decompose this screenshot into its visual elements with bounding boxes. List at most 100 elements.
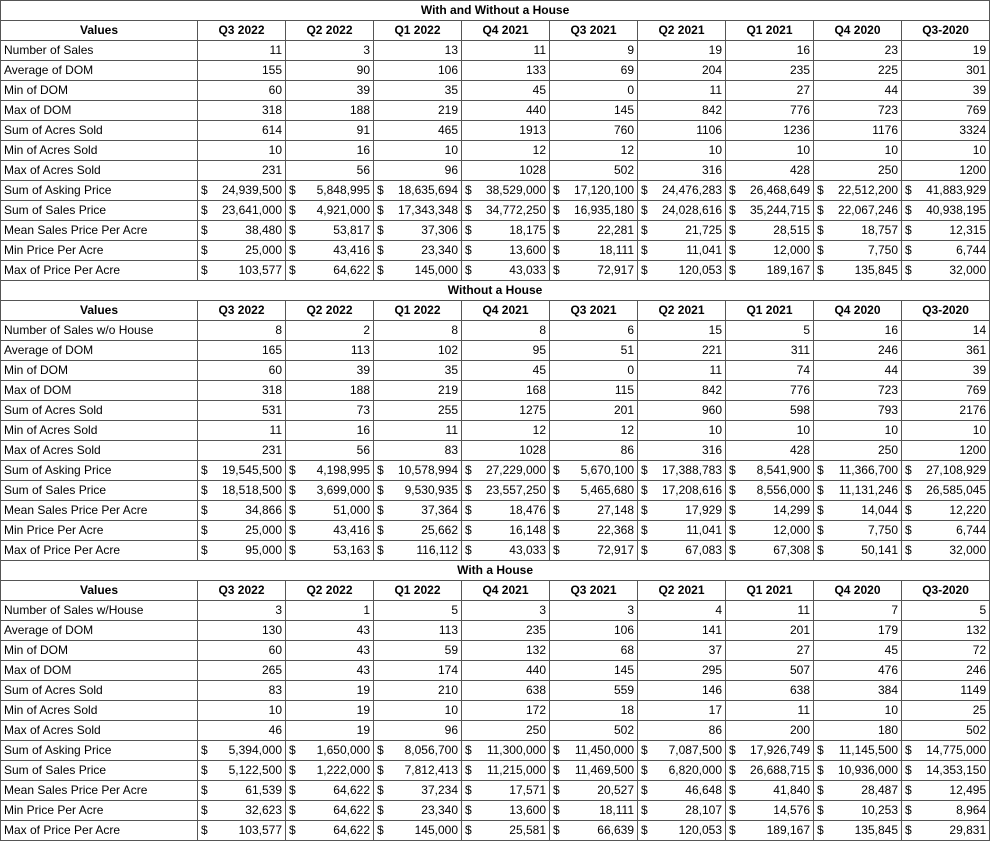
cell-value: 28,487 [861,783,898,797]
cell-value: 7,087,500 [668,743,722,757]
data-cell: 106 [373,60,462,81]
data-cell: $12,315 [900,220,990,241]
cell-value: 43 [356,663,370,677]
data-cell: 19 [637,40,726,61]
cell-value: 311 [790,343,810,357]
data-row: Number of Sales 11 3 13 11 9 19 16 23 19 [0,40,990,61]
data-cell: 15 [637,320,726,341]
data-row: Number of Sales w/o House 8 2 8 8 6 15 5 16 14 [0,320,990,341]
currency-sign: $ [289,183,296,197]
column-header: Q3 2022 [197,300,286,321]
data-cell: 476 [813,660,902,681]
data-cell: $37,234 [373,780,462,801]
data-cell: 235 [725,60,814,81]
data-cell: 428 [725,440,814,461]
cell-value: 793 [877,403,898,417]
cell-value: 17,388,783 [661,463,722,477]
data-cell: 145 [549,660,638,681]
currency-sign: $ [465,463,472,477]
row-label: Mean Sales Price Per Acre [0,500,198,521]
data-cell: 60 [197,80,286,101]
data-cell: 793 [813,400,902,421]
data-cell: $8,541,900 [725,460,814,481]
cell-value: 11 [533,43,546,57]
currency-sign: $ [465,503,472,517]
data-cell: 141 [637,620,726,641]
data-cell: 1028 [461,440,550,461]
data-cell: 316 [637,160,726,181]
data-cell: 723 [813,100,902,121]
data-cell: 132 [461,640,550,661]
cell-value: 43,416 [333,523,370,537]
currency-sign: $ [289,223,296,237]
cell-value: 120,053 [678,823,722,837]
cell-value: 8 [275,323,282,337]
data-row: Min of Acres Sold 11 16 11 12 12 10 10 10 10 [0,420,990,441]
column-header: Q2 2021 [637,300,726,321]
data-cell: $25,581 [461,820,550,841]
cell-value: 25,000 [245,523,282,537]
row-label: Average of DOM [0,60,198,81]
cell-value: 14,299 [773,503,810,517]
cell-value: 90 [356,63,370,77]
data-cell: 776 [725,380,814,401]
data-cell: 188 [285,100,374,121]
data-cell: $120,053 [637,820,726,841]
data-cell: 250 [813,160,902,181]
cell-value: 165 [261,343,282,357]
data-row: Max of Price Per Acre $103,577 $64,622 $145… [0,260,990,281]
data-cell: $16,935,180 [549,200,638,221]
cell-value: 44 [884,83,898,97]
cell-value: 120,053 [678,263,722,277]
data-cell: $189,167 [725,260,814,281]
data-cell: $11,131,246 [813,480,902,501]
data-cell: 179 [813,620,902,641]
cell-value: 7 [891,603,898,617]
cell-value: 43,416 [333,243,370,257]
data-cell: 86 [637,720,726,741]
data-cell: 10 [725,420,814,441]
column-header: Q1 2022 [373,300,462,321]
cell-value: 180 [877,723,898,737]
cell-value: 723 [877,383,898,397]
data-cell: $37,364 [373,500,462,521]
cell-value: 12,000 [773,523,810,537]
cell-value: 11 [445,423,458,437]
cell-value: 45 [532,83,546,97]
currency-sign: $ [641,783,648,797]
cell-value: 23 [884,43,898,57]
cell-value: 172 [525,703,546,717]
cell-value: 1913 [519,123,546,137]
data-cell: $35,244,715 [725,200,814,221]
currency-sign: $ [729,483,736,497]
cell-value: 15 [708,323,722,337]
cell-value: 43 [356,623,370,637]
currency-sign: $ [289,243,296,257]
data-cell: $5,465,680 [549,480,638,501]
data-cell: 1200 [900,160,990,181]
currency-sign: $ [553,823,560,837]
column-header: Q1 2022 [373,580,462,601]
currency-sign: $ [553,503,560,517]
data-cell: $5,670,100 [549,460,638,481]
data-cell: 16 [813,320,902,341]
data-cell: $64,622 [285,800,374,821]
cell-value: 39 [356,363,370,377]
cell-value: 3 [627,603,634,617]
cell-value: 428 [789,163,810,177]
data-cell: 531 [197,400,286,421]
column-header: Q2 2021 [637,20,726,41]
currency-sign: $ [641,183,648,197]
data-cell: 1200 [900,440,990,461]
currency-sign: $ [641,483,648,497]
column-header: Values [0,300,198,321]
cell-value: 27,108,929 [926,463,987,477]
cell-value: 45 [532,363,546,377]
cell-value: 74 [796,363,810,377]
data-cell: 614 [197,120,286,141]
currency-sign: $ [641,263,648,277]
cell-value: 38,529,000 [485,183,546,197]
cell-value: 295 [701,663,722,677]
